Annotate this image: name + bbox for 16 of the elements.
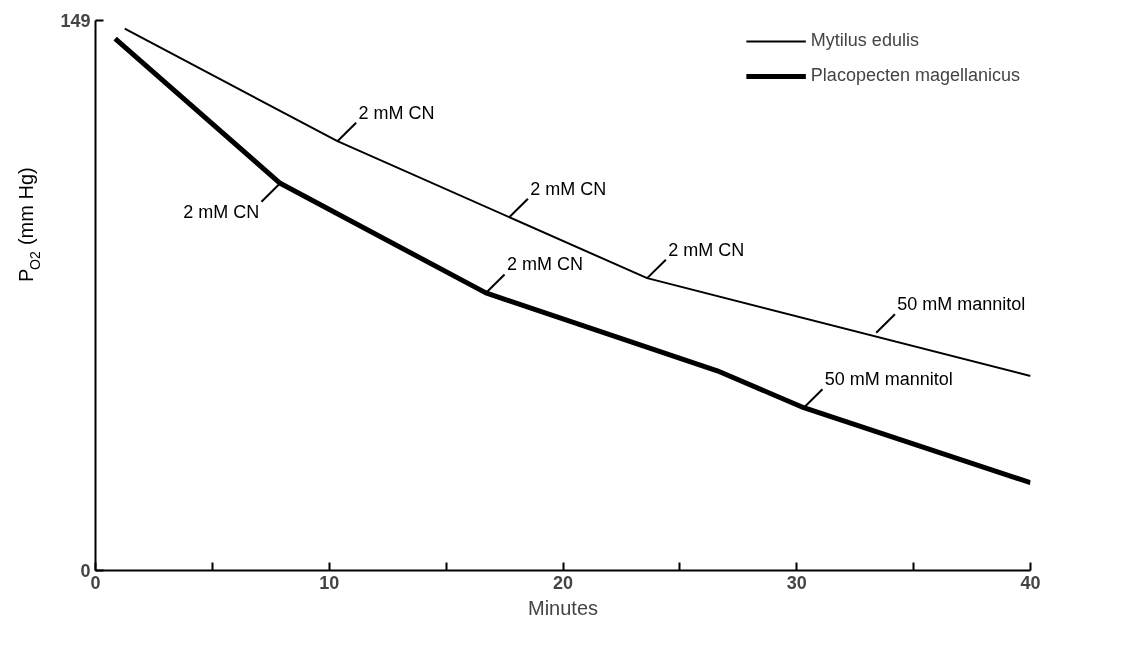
legend-label: Placopecten magellanicus [810,65,1020,86]
x-tick-label: 40 [1020,572,1041,593]
annotation: 50 mM mannitol [824,369,953,390]
annotation: 2 mM CN [183,201,260,222]
y-tick-label: 149 [60,11,91,31]
annotation: 2 mM CN [358,102,435,123]
annotation: 2 mM CN [506,254,583,275]
annotation: 50 mM mannitol [897,294,1026,315]
x-tick-label: 30 [786,572,807,593]
annotation: 2 mM CN [530,178,607,199]
x-tick-label: 20 [552,572,574,593]
legend-label: Mytilus edulis [810,30,919,51]
annotation: 2 mM CN [668,239,745,260]
x-axis-title: Minutes [527,596,599,619]
y-axis-title: PO2 (mm Hg) [14,167,43,282]
x-tick-label: 10 [319,572,340,593]
